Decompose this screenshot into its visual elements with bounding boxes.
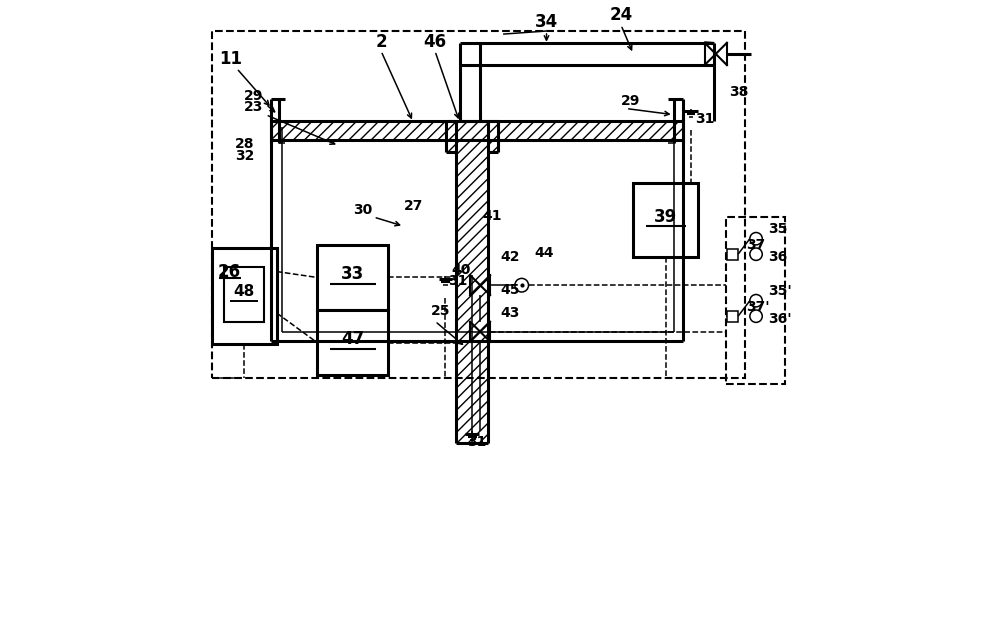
Text: 38: 38 (729, 85, 749, 99)
Text: 23: 23 (244, 100, 264, 113)
Text: 29: 29 (244, 89, 264, 103)
Text: 27: 27 (404, 199, 423, 213)
Bar (212, 31, 745, 378)
Text: 30: 30 (353, 203, 372, 216)
Text: 32: 32 (235, 149, 254, 163)
Text: 44: 44 (534, 246, 554, 260)
Bar (633, 183, 698, 257)
Bar (317, 245, 388, 310)
Text: 39: 39 (654, 208, 677, 226)
Bar (726, 217, 785, 384)
Text: 11: 11 (219, 50, 242, 68)
Text: 37: 37 (746, 238, 765, 252)
Text: 26: 26 (217, 262, 241, 281)
Bar (727, 249, 738, 260)
Text: 24: 24 (609, 6, 633, 25)
Text: 2: 2 (375, 33, 387, 51)
Text: 34: 34 (535, 12, 558, 31)
Text: 28: 28 (235, 138, 254, 151)
Text: 25: 25 (431, 304, 450, 318)
Text: 43: 43 (500, 306, 519, 320)
Text: 29: 29 (621, 94, 640, 108)
Text: 33: 33 (341, 265, 364, 283)
Bar (456, 121, 488, 443)
Text: 31: 31 (695, 112, 715, 126)
Text: 42: 42 (500, 250, 520, 264)
Text: 41: 41 (483, 209, 502, 223)
Text: 46: 46 (423, 33, 446, 51)
Text: 40: 40 (452, 263, 471, 277)
Text: 45: 45 (500, 283, 520, 297)
Text: 36: 36 (768, 250, 787, 264)
Text: 36': 36' (768, 312, 791, 326)
Bar (317, 310, 388, 375)
Bar (727, 311, 738, 322)
Text: 31: 31 (467, 435, 486, 449)
Text: 35': 35' (768, 285, 792, 298)
Text: 48: 48 (234, 284, 255, 299)
Bar (212, 248, 277, 344)
Text: 37': 37' (746, 300, 770, 314)
Bar (446, 121, 498, 152)
Text: 47: 47 (341, 330, 364, 348)
Text: 31: 31 (448, 274, 467, 288)
Bar (224, 267, 264, 322)
Text: 35: 35 (768, 223, 787, 236)
Bar (271, 121, 683, 140)
